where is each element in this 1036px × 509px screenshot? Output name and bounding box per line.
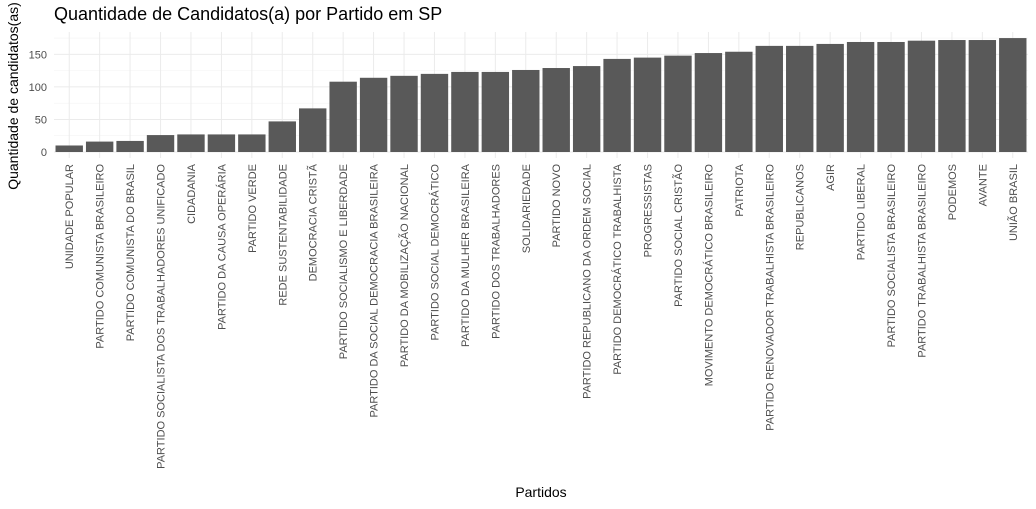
bar: [755, 45, 783, 152]
x-tick-label: PARTIDO DA CAUSA OPERÁRIA: [215, 163, 228, 330]
bar: [268, 121, 296, 152]
bar: [938, 40, 966, 152]
y-tick-label: 150: [29, 49, 47, 61]
x-tick-label: PARTIDO DA MOBILIZAÇÃO NACIONAL: [398, 164, 411, 367]
x-tick-label: AGIR: [825, 164, 837, 191]
bar: [907, 40, 936, 152]
x-tick-label: PROGRESSISTAS: [643, 164, 655, 257]
x-tick-label: PARTIDO REPUBLICANO DA ORDEM SOCIAL: [582, 164, 594, 399]
bar: [968, 40, 997, 152]
bar: [329, 81, 357, 152]
x-tick-label: PODEMOS: [947, 164, 959, 220]
bar: [725, 51, 753, 152]
bar: [572, 66, 601, 152]
x-tick-label: UNIDADE POPULAR: [64, 164, 76, 269]
x-tick-label: PARTIDO SOCIALISTA DOS TRABALHADORES UNI…: [156, 164, 168, 469]
x-tick-label: PARTIDO RENOVADOR TRABALHISTA BRASILEIRO: [764, 164, 776, 431]
bar: [816, 43, 844, 152]
bar: [786, 45, 814, 152]
x-tick-label: MOVIMENTO DEMOCRÁTICO BRASILEIRO: [702, 164, 715, 387]
x-tick-label: PARTIDO COMUNISTA BRASILEIRO: [95, 164, 107, 349]
x-tick-label: REDE SUSTENTABILIDADE: [277, 164, 289, 306]
bar: [877, 41, 905, 152]
x-tick-label: PARTIDO SOCIALISTA BRASILEIRO: [886, 164, 898, 348]
bar: [359, 77, 388, 152]
bar: [999, 38, 1027, 153]
bar: [512, 69, 540, 152]
bar: [694, 53, 723, 152]
bar: [299, 108, 327, 152]
bar: [846, 41, 875, 152]
bar: [390, 75, 418, 152]
bar: [238, 134, 266, 152]
y-axis-title: Quantidade de candidatos(as): [5, 2, 21, 190]
x-tick-label: PARTIDO SOCIAL CRISTÃO: [672, 164, 685, 307]
bar: [481, 71, 510, 152]
x-tick-label: PARTIDO DEMOCRÁTICO TRABALHISTA: [611, 163, 624, 374]
y-tick-label: 100: [29, 82, 47, 94]
x-tick-label: AVANTE: [977, 164, 989, 206]
y-tick-label: 0: [41, 147, 47, 159]
x-tick-label: PARTIDO DA MULHER BRASILEIRA: [460, 163, 472, 347]
x-tick-label: PARTIDO TRABALHISTA BRASILEIRO: [916, 164, 928, 358]
x-tick-label: CIDADANIA: [186, 163, 198, 224]
x-tick-label: REPUBLICANOS: [795, 164, 807, 250]
x-tick-label: PARTIDO COMUNISTA DO BRASIL: [125, 164, 137, 341]
bar: [451, 71, 479, 152]
bar: [85, 141, 114, 152]
bar: [207, 134, 236, 152]
bar: [633, 57, 662, 153]
x-tick-label: PARTIDO DOS TRABALHADORES: [490, 164, 502, 339]
x-tick-label: PATRIOTA: [734, 163, 746, 216]
bar: [177, 134, 205, 152]
x-tick-label: PARTIDO LIBERAL: [856, 164, 868, 260]
x-tick-label: DEMOCRACIA CRISTÃ: [307, 163, 320, 281]
x-tick-label: UNIÃO BRASIL: [1007, 164, 1020, 241]
bars: [55, 38, 1027, 153]
x-tick-label: PARTIDO VERDE: [247, 164, 259, 253]
x-tick-label: SOLIDARIEDADE: [521, 164, 533, 253]
bar: [664, 55, 692, 152]
bar: [146, 135, 175, 152]
chart-title: Quantidade de Candidatos(a) por Partido …: [54, 4, 442, 24]
x-tick-label: PARTIDO SOCIALISMO E LIBERDADE: [338, 164, 350, 359]
x-axis-title: Partidos: [515, 484, 566, 500]
bar: [542, 68, 570, 152]
x-tick-label: PARTIDO DA SOCIAL DEMOCRACIA BRASILEIRA: [369, 163, 381, 417]
x-tick-label: PARTIDO SOCIAL DEMOCRÁTICO: [428, 164, 441, 341]
bar: [116, 140, 144, 152]
x-axis-ticks: UNIDADE POPULAR PARTIDO COMUNISTA BRASILE…: [64, 163, 1020, 468]
bar: [55, 145, 83, 152]
y-axis-ticks: 0 50 100 150: [29, 49, 47, 159]
y-tick-label: 50: [35, 114, 47, 126]
bar: [603, 58, 631, 153]
x-tick-label: PARTIDO NOVO: [551, 164, 563, 248]
bar: [420, 73, 449, 152]
